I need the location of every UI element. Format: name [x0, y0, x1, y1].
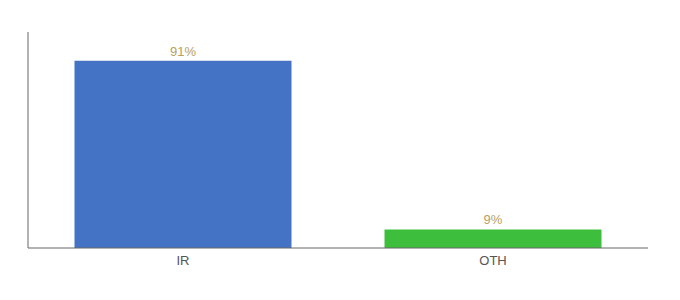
svg-text:91%: 91%	[170, 44, 196, 59]
svg-text:OTH: OTH	[479, 253, 506, 268]
svg-text:9%: 9%	[484, 212, 503, 227]
svg-text:IR: IR	[177, 253, 190, 268]
